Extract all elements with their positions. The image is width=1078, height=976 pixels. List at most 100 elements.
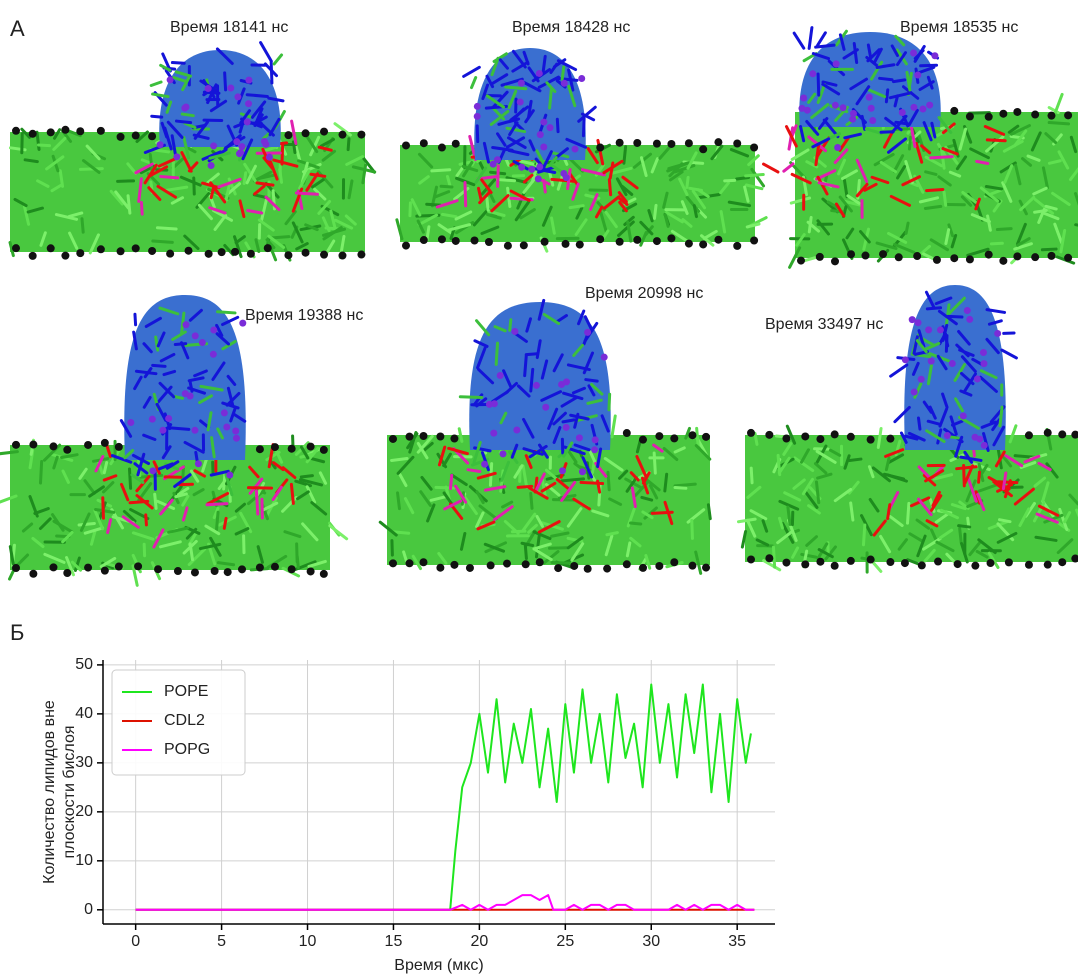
headgroup bbox=[898, 109, 906, 117]
headgroup bbox=[535, 69, 543, 77]
lipid-tail bbox=[1001, 181, 1013, 203]
lipid-tail bbox=[673, 164, 696, 174]
lipid-tail bbox=[665, 210, 684, 224]
lipid-tail bbox=[534, 548, 553, 562]
headgroup bbox=[419, 236, 428, 245]
lipid-tail bbox=[475, 319, 491, 337]
headgroup bbox=[116, 132, 125, 141]
headgroup bbox=[782, 434, 791, 443]
lipid-tail bbox=[299, 445, 310, 460]
headgroup bbox=[338, 130, 347, 139]
lipid-tail bbox=[478, 190, 492, 205]
lipid-tail bbox=[643, 506, 658, 520]
headgroup bbox=[750, 236, 759, 245]
lipid-tail bbox=[617, 191, 628, 204]
lipid-tail bbox=[221, 315, 240, 327]
lipid-tail bbox=[532, 542, 552, 551]
lipid-tail bbox=[486, 213, 502, 220]
lipid-tail bbox=[131, 564, 139, 587]
lipid-tail bbox=[904, 160, 914, 184]
headgroup bbox=[518, 163, 526, 171]
headgroup bbox=[154, 565, 163, 574]
headgroup bbox=[953, 560, 962, 569]
lipid-tail bbox=[99, 556, 117, 569]
lipid-tail bbox=[403, 497, 415, 515]
lipid-tail bbox=[448, 473, 454, 491]
headgroup bbox=[184, 246, 193, 255]
lipid-tail bbox=[211, 208, 234, 222]
lipid-tail bbox=[992, 425, 1006, 447]
lipid-tail bbox=[1069, 135, 1078, 154]
headgroup bbox=[245, 100, 253, 108]
lipid-tail bbox=[572, 497, 591, 511]
lipid-tail bbox=[625, 476, 638, 493]
headgroup bbox=[561, 239, 570, 248]
lipid-tail bbox=[1056, 538, 1074, 555]
headgroup bbox=[49, 442, 58, 451]
headgroup bbox=[832, 60, 840, 68]
headgroup bbox=[733, 241, 742, 250]
lipid-tail bbox=[476, 346, 487, 370]
lipid-tail bbox=[919, 63, 939, 68]
lipid-tail bbox=[149, 80, 163, 88]
lipid-tail bbox=[922, 537, 942, 551]
lipid-tail bbox=[967, 111, 991, 115]
lipid-tail bbox=[362, 156, 376, 174]
headgroup bbox=[473, 112, 481, 120]
lipid-tail bbox=[888, 91, 913, 100]
lipid-tail bbox=[245, 93, 269, 99]
lipid-tail bbox=[347, 179, 354, 200]
lipid-tail bbox=[525, 529, 537, 547]
headgroup bbox=[437, 235, 446, 244]
lipid-tail bbox=[321, 216, 331, 233]
legend-label: POPG bbox=[164, 741, 210, 758]
headgroup bbox=[116, 247, 125, 256]
lipid-tail bbox=[480, 178, 493, 194]
lipid-tail bbox=[979, 186, 1000, 203]
headgroup bbox=[670, 434, 679, 443]
lipid-tail bbox=[555, 314, 568, 324]
lipid-tail bbox=[52, 136, 67, 151]
headgroup bbox=[963, 306, 971, 314]
headgroup bbox=[263, 244, 272, 253]
headgroup bbox=[750, 143, 759, 152]
lipid-tail bbox=[321, 149, 337, 162]
lipid-tail bbox=[1043, 513, 1064, 524]
lipid-tail bbox=[984, 185, 1004, 191]
lipid-tail bbox=[523, 354, 528, 378]
headgroup bbox=[1024, 431, 1033, 440]
lipid-tail bbox=[437, 551, 448, 565]
lipid-tail bbox=[192, 176, 196, 196]
lipid-tail bbox=[924, 290, 936, 309]
headgroup bbox=[847, 250, 856, 259]
lipid-tail bbox=[179, 311, 186, 336]
lipid-tail bbox=[506, 186, 512, 209]
lipid-tail bbox=[475, 490, 485, 505]
lipid-tail bbox=[23, 158, 39, 164]
lipid-tail bbox=[222, 516, 228, 530]
lipid-tail bbox=[960, 355, 977, 373]
headgroup bbox=[156, 141, 164, 149]
lipid-tail bbox=[475, 124, 480, 144]
lipid-tail bbox=[670, 229, 689, 243]
lipid-tail bbox=[317, 145, 333, 152]
headgroup bbox=[831, 101, 839, 109]
lipid-tail bbox=[215, 47, 234, 65]
lipid-tail bbox=[727, 200, 752, 208]
lipid-tail bbox=[958, 526, 963, 545]
lipid-tail bbox=[206, 411, 213, 432]
lipid-tail bbox=[934, 296, 953, 306]
lipid-tail bbox=[617, 196, 629, 206]
lipid-tail bbox=[872, 519, 887, 537]
lipid-tail bbox=[20, 127, 32, 139]
lipid-tail bbox=[420, 475, 433, 491]
lipid-tail bbox=[658, 144, 672, 160]
lipid-tail bbox=[552, 426, 562, 444]
lipid-tail bbox=[571, 386, 586, 395]
lipid-tail bbox=[245, 164, 257, 185]
lipid-tail bbox=[1063, 511, 1072, 524]
lipid-tail bbox=[204, 524, 221, 536]
lipid-tail bbox=[172, 75, 188, 83]
lipid-tail bbox=[957, 329, 971, 346]
headgroup bbox=[245, 76, 253, 84]
